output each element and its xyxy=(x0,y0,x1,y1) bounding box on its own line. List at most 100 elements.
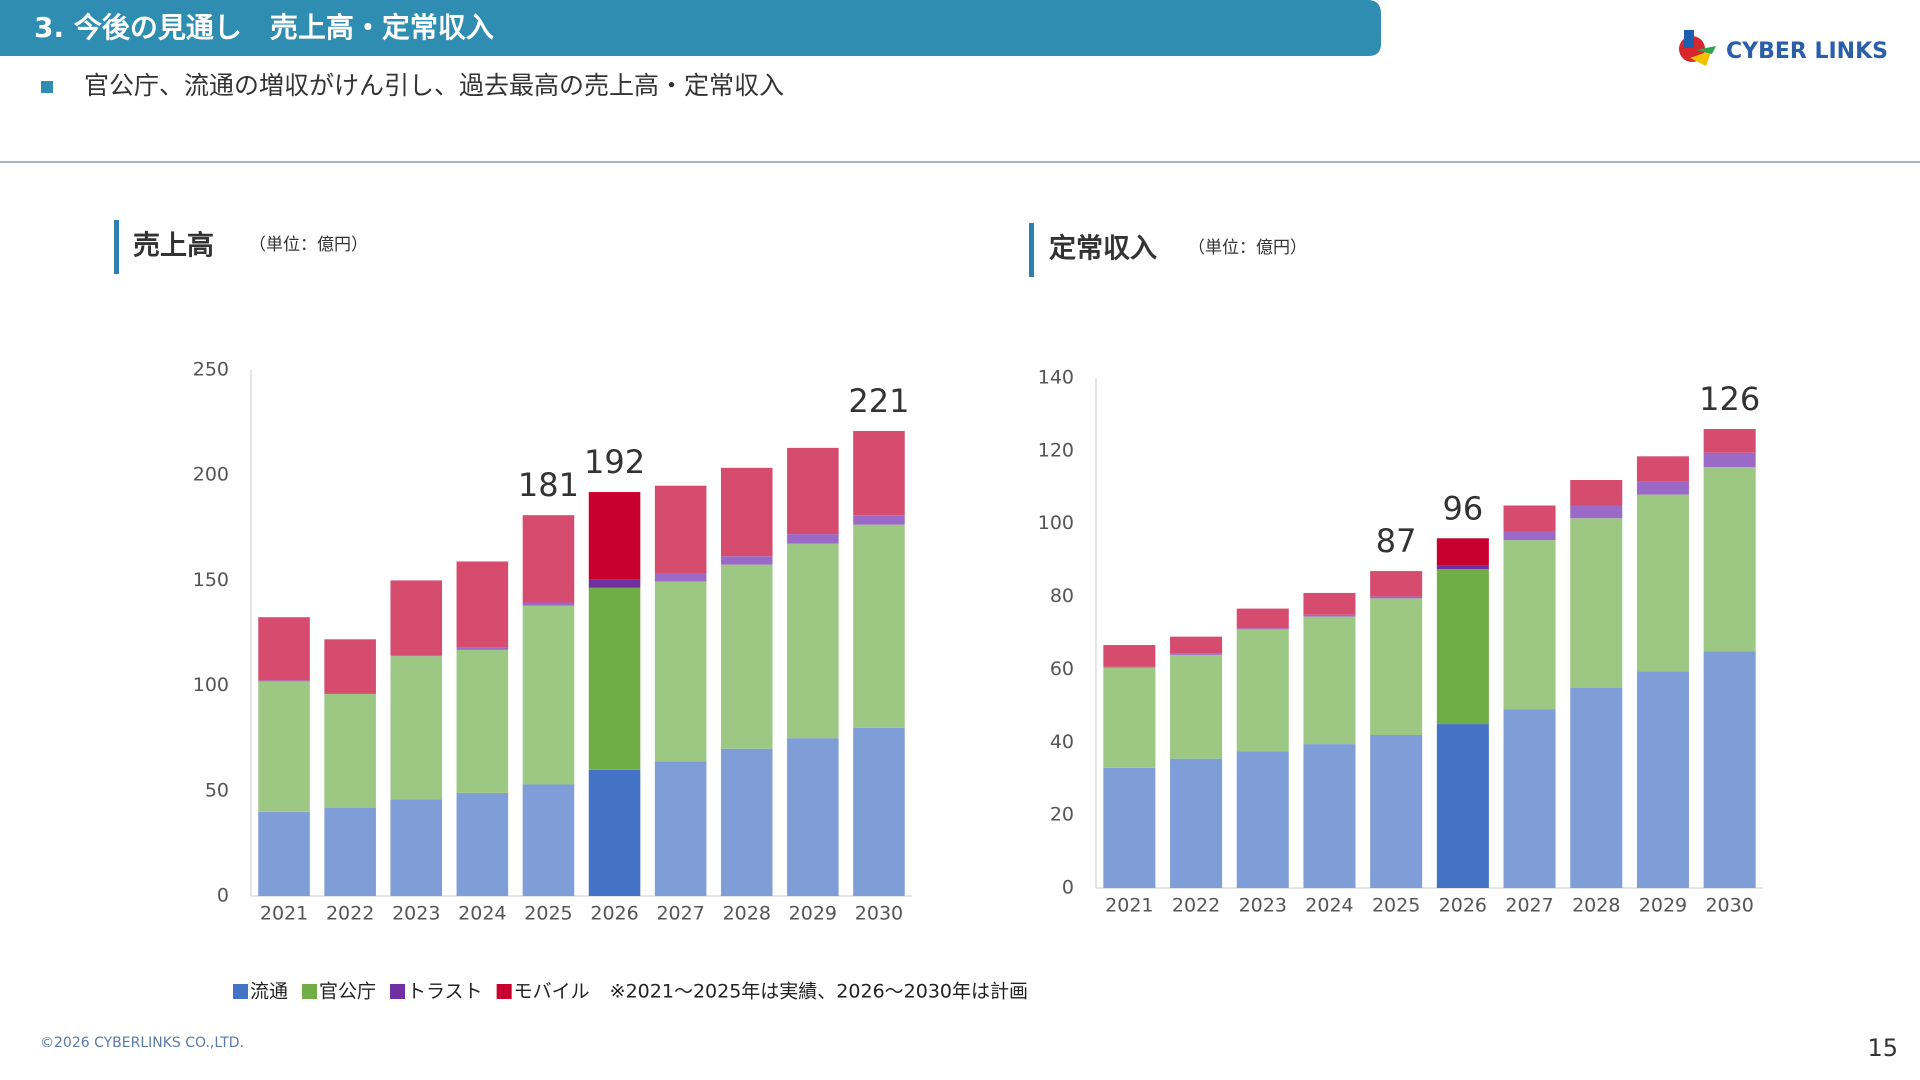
y-tick-label: 20 xyxy=(1050,804,1074,826)
bar-segment xyxy=(588,769,641,896)
title-accent xyxy=(114,220,119,274)
bar-segment xyxy=(1103,667,1156,768)
bar-segment xyxy=(787,543,839,739)
x-tick-label: 2022 xyxy=(326,903,374,925)
bar-segment xyxy=(324,692,376,695)
bar-segment xyxy=(522,784,575,896)
y-tick-label: 200 xyxy=(193,464,229,486)
total-label: 96 xyxy=(1442,489,1483,527)
bar-segment xyxy=(787,534,839,544)
bar-segment xyxy=(654,573,707,582)
bar-segment xyxy=(1303,592,1356,615)
logo-mark xyxy=(1684,30,1694,48)
x-tick-label: 2024 xyxy=(458,903,506,925)
x-tick-label: 2028 xyxy=(1572,895,1620,917)
legend-label: モバイル xyxy=(514,981,590,1003)
bar-segment xyxy=(1503,531,1556,541)
bar-segment xyxy=(1236,629,1289,752)
x-tick-label: 2024 xyxy=(1305,895,1353,917)
bar-segment xyxy=(1370,571,1423,597)
bar-segment xyxy=(1636,671,1689,888)
bar-segment xyxy=(588,579,641,588)
chart-title: 売上高 xyxy=(133,230,214,262)
bar-segment xyxy=(456,647,509,650)
y-tick-label: 50 xyxy=(205,779,229,801)
bar-segment xyxy=(522,605,575,785)
bar-segment xyxy=(720,748,773,896)
x-tick-label: 2028 xyxy=(723,903,771,925)
page-number: 15 xyxy=(1867,1034,1898,1062)
bar-segment xyxy=(1703,429,1756,453)
total-label: 181 xyxy=(518,466,579,504)
total-label: 87 xyxy=(1376,522,1417,560)
bar-segment xyxy=(1436,565,1489,570)
total-label: 192 xyxy=(584,443,645,481)
bar-segment xyxy=(324,639,376,693)
bar-segment xyxy=(390,799,443,896)
bar-segment xyxy=(1503,709,1556,888)
x-tick-label: 2029 xyxy=(789,903,837,925)
bar-segment xyxy=(456,792,509,896)
y-tick-label: 120 xyxy=(1038,439,1074,461)
x-tick-label: 2030 xyxy=(1705,895,1753,917)
bar-segment xyxy=(258,617,310,681)
x-tick-label: 2025 xyxy=(1372,895,1420,917)
legend-swatch xyxy=(496,984,512,999)
bar-segment xyxy=(390,656,443,800)
legend-swatch xyxy=(302,984,318,999)
bullet-marker xyxy=(41,81,53,93)
bar-segment xyxy=(654,581,707,762)
bar-segment xyxy=(390,655,443,657)
bar-segment xyxy=(1436,724,1489,888)
legend-label: トラスト xyxy=(407,981,483,1003)
bar-segment xyxy=(1636,481,1689,495)
bar-segment xyxy=(1236,608,1289,629)
y-tick-label: 100 xyxy=(1038,512,1074,534)
bar-segment xyxy=(1170,654,1223,759)
bar-segment xyxy=(654,761,707,896)
bar-segment xyxy=(1436,538,1489,566)
bar-segment xyxy=(1303,616,1356,745)
bar-segment xyxy=(853,727,905,896)
copyright: ©2026 CYBERLINKS CO.,LTD. xyxy=(40,1035,244,1051)
legend-label: 流通 xyxy=(250,981,288,1003)
bar-segment xyxy=(1170,653,1223,655)
bullet-text: 官公庁、流通の増収がけん引し、過去最高の売上高・定常収入 xyxy=(84,71,784,100)
y-tick-label: 100 xyxy=(193,674,229,696)
logo-mark xyxy=(1696,46,1716,54)
header-title: 3. 今後の見通し 売上高・定常収入 xyxy=(34,11,494,44)
bar-segment xyxy=(1503,505,1556,531)
bar-segment xyxy=(258,680,310,682)
bar-segment xyxy=(853,431,905,516)
bar-segment xyxy=(1703,452,1756,468)
x-tick-label: 2026 xyxy=(590,903,638,925)
x-tick-label: 2027 xyxy=(1505,895,1553,917)
bar-segment xyxy=(787,447,839,535)
bar-segment xyxy=(853,515,905,525)
y-tick-label: 60 xyxy=(1050,658,1074,680)
bar-segment xyxy=(258,811,310,896)
bar-segment xyxy=(720,564,773,749)
bar-segment xyxy=(720,556,773,565)
x-tick-label: 2022 xyxy=(1172,895,1220,917)
bar-segment xyxy=(1570,505,1623,519)
bar-segment xyxy=(588,492,641,580)
bar-segment xyxy=(1570,518,1623,688)
legend: 流通 官公庁 トラスト モバイル ※2021～2025年は実績、2026～2030年は計… xyxy=(233,981,1028,1003)
bar-segment xyxy=(1170,758,1223,888)
bar-segment xyxy=(456,649,509,793)
logo: CYBER LINKS xyxy=(1679,30,1888,66)
bar-segment xyxy=(1170,636,1223,654)
chart-subtitle: （単位：億円） xyxy=(249,235,368,255)
y-tick-label: 250 xyxy=(193,359,229,381)
x-tick-label: 2021 xyxy=(260,903,308,925)
legend-swatch xyxy=(233,984,248,999)
x-tick-label: 2029 xyxy=(1639,895,1687,917)
y-tick-label: 140 xyxy=(1038,367,1074,389)
x-tick-label: 2025 xyxy=(524,903,572,925)
bar-segment xyxy=(1236,751,1289,888)
bar-segment xyxy=(1103,666,1156,668)
y-tick-label: 40 xyxy=(1050,731,1074,753)
